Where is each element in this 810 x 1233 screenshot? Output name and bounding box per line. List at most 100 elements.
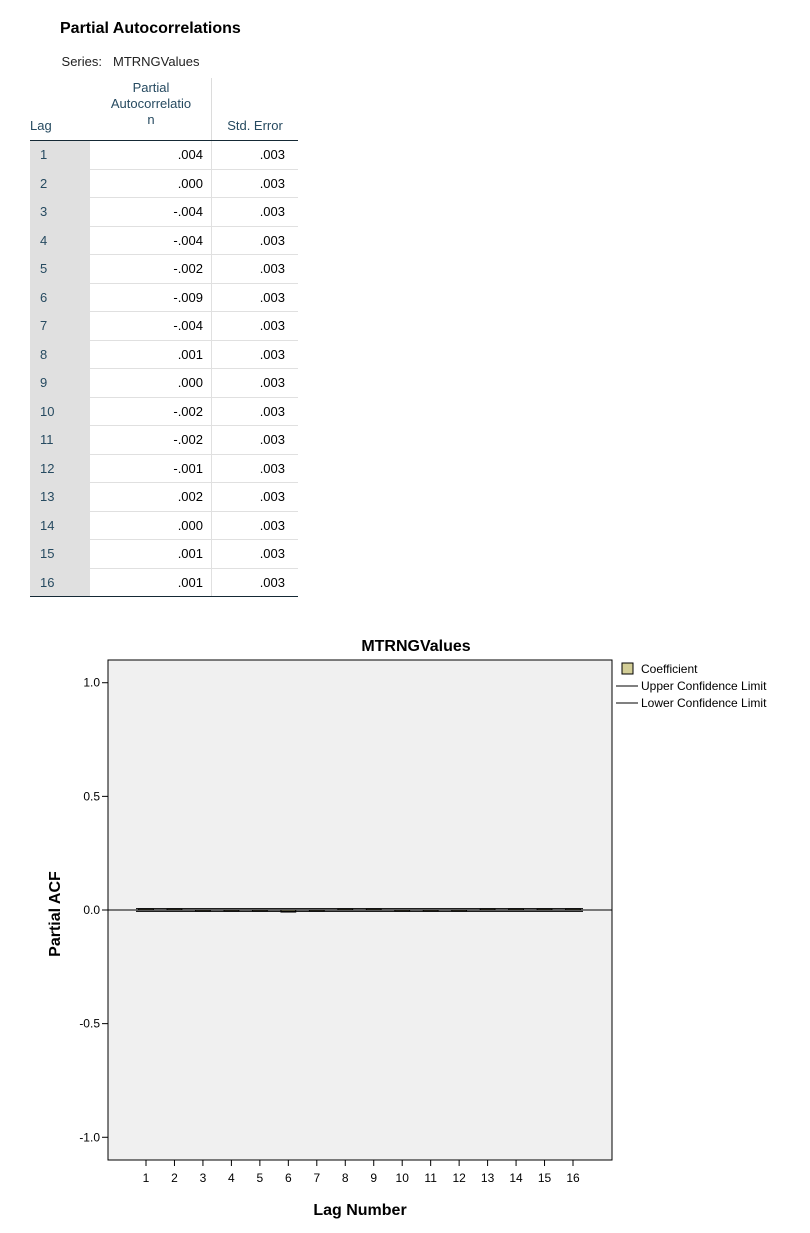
table-row: 5 -.002 .003 [30, 255, 298, 284]
partial-autocorrelation-cell: .001 [90, 340, 212, 368]
table-row: 6 -.009 .003 [30, 283, 298, 312]
x-tick-label: 5 [257, 1171, 264, 1185]
x-tick-label: 16 [566, 1171, 580, 1185]
partial-autocorrelation-cell: -.004 [90, 312, 212, 340]
series-value: MTRNGValues [113, 54, 200, 69]
x-tick-label: 9 [370, 1171, 377, 1185]
x-tick-label: 4 [228, 1171, 235, 1185]
std-error-cell: .003 [259, 403, 285, 419]
x-tick-label: 1 [143, 1171, 150, 1185]
table-row: 8.001 .003 [30, 340, 298, 369]
lag-cell: 5 [30, 255, 90, 283]
partial-autocorrelation-cell: .004 [90, 141, 212, 169]
std-error-cell: .003 [259, 517, 285, 533]
partial-autocorrelation-cell: -.009 [90, 283, 212, 311]
lag-cell: 9 [30, 369, 90, 397]
legend-lower-limit: Lower Confidence Limit [641, 696, 767, 710]
x-tick-label: 8 [342, 1171, 349, 1185]
header-std-error: Std. Error [227, 118, 283, 133]
partial-autocorrelation-cell: .000 [90, 169, 212, 197]
std-error-cell: .003 [259, 546, 285, 561]
partial-autocorrelation-cell: .000 [90, 511, 212, 539]
header-lag: Lag [30, 118, 52, 133]
x-tick-label: 7 [313, 1171, 320, 1185]
partial-autocorrelation-cell: .001 [90, 568, 212, 596]
x-tick-label: 12 [452, 1171, 466, 1185]
y-tick-label: 0.5 [83, 789, 100, 803]
std-error-cell: .003 [259, 432, 285, 447]
table-title: Partial Autocorrelations [60, 20, 241, 37]
lag-cell: 12 [30, 454, 90, 482]
std-error-cell: .003 [259, 289, 285, 305]
lag-cell: 1 [30, 141, 90, 169]
std-error-cell: .003 [259, 574, 285, 590]
partial-autocorrelation-cell: -.004 [90, 226, 212, 254]
y-axis: 1.0 0.5 0.0 -0.5 -1.0 [79, 676, 108, 1144]
table-row: 9.000 .003 [30, 369, 298, 398]
partial-autocorrelation-cell: -.004 [90, 198, 212, 226]
table-row: 10 -.002 .003 [30, 397, 298, 426]
lag-cell: 13 [30, 483, 90, 511]
x-tick-label: 3 [200, 1171, 207, 1185]
table-row: 13.002 .003 [30, 483, 298, 512]
x-tick-label: 2 [171, 1171, 178, 1185]
lag-cell: 10 [30, 397, 90, 425]
partial-autocorrelation-cell: -.002 [90, 255, 212, 283]
lag-cell: 15 [30, 540, 90, 568]
partial-autocorrelation-cell: -.002 [90, 397, 212, 425]
std-error-cell: .003 [259, 232, 285, 248]
y-tick-label: -0.5 [79, 1017, 100, 1031]
table-row: 7 -.004 .003 [30, 312, 298, 341]
std-error-cell: .003 [259, 318, 285, 333]
table-row: 15.001 .003 [30, 540, 298, 569]
header-rule [30, 140, 298, 141]
partial-autocorrelation-cell: .000 [90, 369, 212, 397]
std-error-cell: .003 [259, 346, 285, 362]
std-error-cell: .003 [259, 460, 285, 476]
lag-cell: 2 [30, 169, 90, 197]
confidence-limits [108, 908, 612, 912]
lag-cell: 6 [30, 283, 90, 311]
table-row: 12 -.001 .003 [30, 454, 298, 483]
legend: Coefficient Upper Confidence Limit Lower… [616, 662, 767, 710]
header-partial-autocorrelation: Partial Autocorrelatio n [90, 80, 212, 128]
lag-cell: 3 [30, 198, 90, 226]
std-error-cell: .003 [259, 204, 285, 219]
header-pac-line3: n [147, 112, 155, 127]
y-tick-label: 1.0 [83, 676, 100, 690]
std-error-cell: .003 [259, 175, 285, 191]
series-label: Series: [61, 54, 102, 69]
lag-cell: 4 [30, 226, 90, 254]
series-line: Series: MTRNGValues [40, 54, 200, 69]
y-tick-label: 0.0 [83, 903, 100, 917]
lag-cell: 14 [30, 511, 90, 539]
y-tick-label: -1.0 [79, 1130, 100, 1144]
lag-cell: 8 [30, 340, 90, 368]
x-axis-title: Lag Number [313, 1202, 406, 1219]
partial-autocorrelation-cell: -.001 [90, 454, 212, 482]
header-separator [211, 78, 212, 140]
x-tick-label: 10 [396, 1171, 410, 1185]
table-row: 2.000 .003 [30, 169, 298, 198]
table-row: 16.001 .003 [30, 568, 298, 597]
x-tick-label: 15 [538, 1171, 552, 1185]
table-row: 3 -.004 .003 [30, 198, 298, 227]
std-error-cell: .003 [259, 489, 285, 504]
partial-autocorrelation-cell: .001 [90, 540, 212, 568]
table-row: 11 -.002 .003 [30, 426, 298, 455]
lag-cell: 11 [30, 426, 90, 454]
y-axis-title: Partial ACF [47, 871, 64, 957]
table-body: 1.004.003 2.000.003 3 -.004.003 4 -.004.003 5-… [30, 141, 298, 597]
std-error-cell: .003 [259, 375, 285, 390]
std-error-cell: .003 [259, 147, 285, 162]
legend-upper-limit: Upper Confidence Limit [641, 679, 767, 693]
table-row: 1.004 .003 [30, 141, 298, 170]
lag-cell: 16 [30, 568, 90, 596]
std-error-cell: .003 [259, 261, 285, 276]
table-row: 4 -.004 .003 [30, 226, 298, 255]
x-axis: 1 2 3 4 5 6 7 8 9 10 11 12 13 14 15 16 [143, 1160, 580, 1185]
x-tick-label: 6 [285, 1171, 292, 1185]
partial-autocorrelation-cell: -.002 [90, 426, 212, 454]
chart-title: MTRNGValues [361, 638, 470, 655]
